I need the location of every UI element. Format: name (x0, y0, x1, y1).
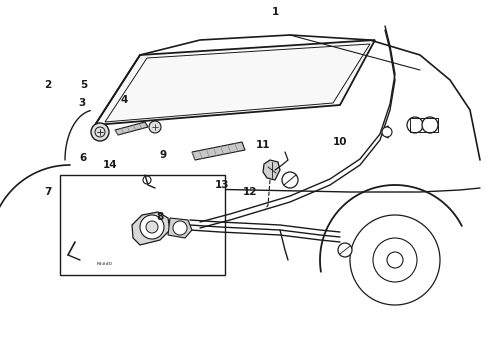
Text: 2: 2 (45, 80, 51, 90)
Text: 10: 10 (333, 137, 347, 147)
Polygon shape (168, 218, 192, 238)
Polygon shape (263, 160, 280, 180)
Circle shape (373, 238, 417, 282)
Polygon shape (132, 212, 170, 245)
Text: 5: 5 (80, 80, 88, 90)
Circle shape (149, 121, 161, 133)
Polygon shape (95, 40, 375, 125)
Text: 3: 3 (78, 98, 86, 108)
Text: 1: 1 (271, 7, 279, 17)
Polygon shape (115, 122, 148, 135)
Text: 6: 6 (79, 153, 87, 163)
Circle shape (140, 215, 164, 239)
Text: 12: 12 (243, 187, 257, 197)
Bar (60, 175, 225, 275)
Text: 14: 14 (103, 160, 117, 170)
Text: 7: 7 (44, 187, 51, 197)
Circle shape (173, 221, 187, 235)
Circle shape (387, 252, 403, 268)
Circle shape (338, 243, 352, 257)
Text: 9: 9 (159, 150, 167, 160)
Circle shape (146, 221, 158, 233)
Text: P###D: P###D (97, 262, 113, 266)
Circle shape (382, 127, 392, 137)
Circle shape (350, 215, 440, 305)
Circle shape (282, 172, 298, 188)
Text: 4: 4 (121, 95, 128, 105)
Polygon shape (192, 142, 245, 160)
Text: 11: 11 (256, 140, 270, 150)
Text: 8: 8 (156, 212, 164, 222)
Circle shape (91, 123, 109, 141)
Circle shape (422, 117, 438, 133)
Text: 13: 13 (215, 180, 229, 190)
Circle shape (407, 117, 423, 133)
